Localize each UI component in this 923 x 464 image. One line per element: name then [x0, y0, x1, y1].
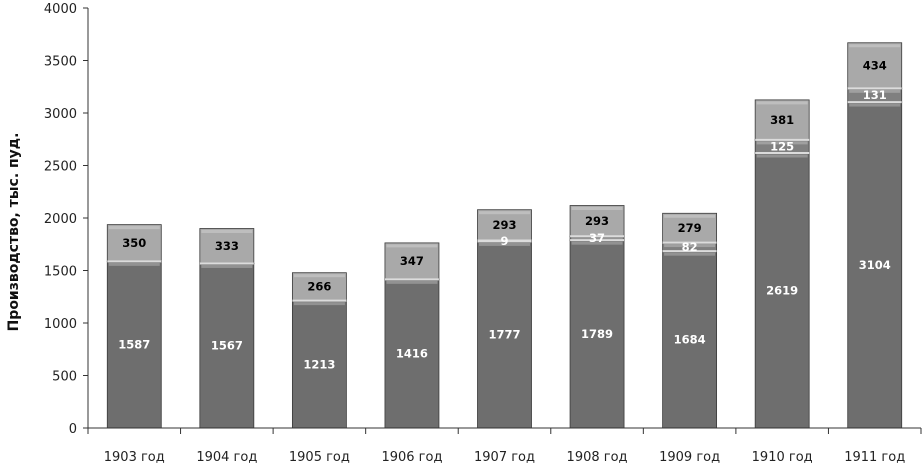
bar-highlight: [386, 244, 438, 248]
bar-segment: [569, 239, 625, 429]
bar-highlight: [756, 141, 808, 145]
data-label: 3104: [859, 258, 891, 272]
bar-highlight: [664, 244, 716, 248]
x-tick-label: 1903 год: [104, 450, 165, 464]
data-label: 82: [682, 240, 698, 254]
data-label: 37: [589, 231, 605, 245]
bar-highlight: [293, 302, 345, 306]
y-tick-label: 0: [69, 422, 77, 437]
bar-segment: [106, 224, 162, 262]
y-axis-title: Производство, тыс. пуд.: [6, 133, 22, 332]
bar-highlight: [293, 274, 345, 278]
y-tick-label: 1500: [44, 265, 77, 280]
data-label: 293: [585, 214, 609, 228]
bar-highlight: [479, 242, 530, 246]
bar-segment: [106, 260, 162, 429]
bar-highlight: [849, 89, 901, 93]
x-tick-label: 1908 год: [567, 450, 628, 464]
bar-highlight: [756, 101, 808, 105]
bar-segment: [291, 272, 347, 302]
bars-layer: 1587 350 1567 333 1213 266 1416 347 1777 9 293 1789…: [106, 42, 903, 429]
bar-segment: [291, 300, 347, 429]
data-label: 9: [500, 234, 508, 248]
axes-layer: 0 500 1000 1500 2000 2500 3000 3500 4000 1903 год…: [44, 2, 922, 464]
bar-segment: [754, 152, 810, 429]
bar-segment: [662, 212, 718, 243]
y-tick-label: 2500: [44, 160, 77, 175]
bar-highlight: [664, 214, 716, 218]
x-tick-label: 1906 год: [381, 450, 442, 464]
data-label: 279: [678, 221, 702, 235]
bar-highlight: [571, 207, 623, 211]
y-tick-label: 4000: [44, 2, 77, 17]
bar-highlight: [849, 44, 901, 48]
bar-segment: [847, 101, 903, 429]
x-tick-label: 1907 год: [474, 450, 535, 464]
data-label: 434: [863, 59, 887, 73]
bar-highlight: [756, 154, 808, 158]
data-label: 1587: [118, 338, 150, 352]
bar-segment: [384, 278, 440, 429]
bar-highlight: [201, 230, 253, 233]
bar-highlight: [479, 211, 530, 215]
y-tick-label: 3000: [44, 107, 77, 122]
bar-segment: [384, 242, 440, 280]
y-tick-label: 1000: [44, 317, 77, 332]
bar-segment: [847, 42, 903, 89]
data-label: 131: [863, 88, 887, 102]
data-label: 1789: [581, 327, 613, 341]
bar-segment: [477, 241, 532, 429]
bar-segment: [199, 228, 255, 264]
data-label: 125: [770, 139, 794, 153]
data-label: 266: [307, 280, 331, 294]
data-label: 350: [122, 236, 146, 250]
x-tick-label: 1904 год: [196, 450, 257, 464]
bar-highlight: [849, 103, 901, 107]
x-tick-label: 1910 год: [752, 450, 813, 464]
x-tick-label: 1905 год: [289, 450, 350, 464]
x-tick-label: 1909 год: [659, 450, 720, 464]
y-tick-label: 3500: [44, 55, 77, 70]
data-label: 1777: [488, 328, 520, 342]
y-tick-label: 2000: [44, 212, 77, 227]
bar-highlight: [201, 264, 253, 268]
x-tick-label: 1911 год: [844, 450, 905, 464]
bar-segment: [569, 205, 625, 237]
bar-highlight: [108, 262, 160, 266]
bar-highlight: [571, 237, 623, 239]
bar-highlight: [108, 226, 160, 230]
bar-highlight: [386, 280, 438, 284]
data-label: 1416: [396, 347, 428, 361]
bar-highlight: [571, 241, 623, 245]
bar-segment: [477, 209, 532, 241]
data-label: 333: [215, 239, 239, 253]
data-label: 1567: [211, 339, 243, 353]
data-label: 347: [400, 254, 424, 268]
data-label: 2619: [766, 284, 798, 298]
data-label: 1213: [303, 357, 335, 371]
bar-highlight: [664, 252, 716, 256]
bar-segment: [754, 99, 810, 141]
data-label: 293: [492, 218, 516, 232]
y-tick-label: 500: [52, 370, 77, 385]
data-label: 1684: [674, 333, 706, 347]
data-label: 381: [770, 113, 794, 127]
